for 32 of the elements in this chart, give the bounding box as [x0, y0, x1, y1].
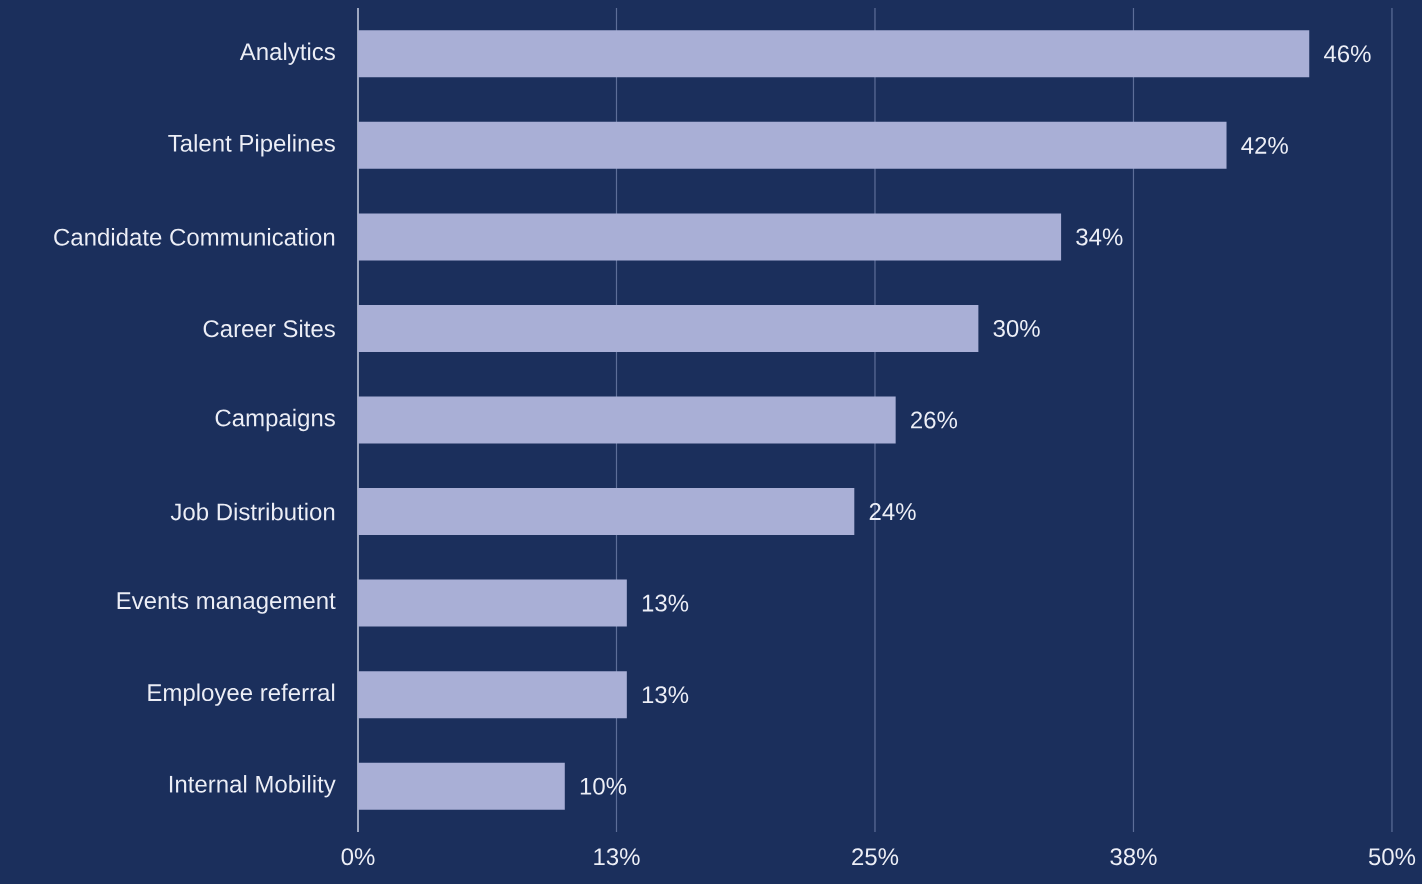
- bar: [358, 671, 627, 719]
- y-tick-label: Talent Pipelines: [168, 134, 335, 157]
- bar: [358, 488, 855, 536]
- bar: [358, 762, 565, 810]
- x-tick-label: 38%: [1110, 848, 1157, 866]
- x-tick-label: 13%: [594, 848, 640, 866]
- x-tick-label: 50%: [1368, 848, 1416, 866]
- bar: [358, 30, 1310, 78]
- data-label: 13%: [642, 686, 689, 704]
- y-tick-label: Job Distribution: [170, 502, 335, 521]
- y-tick-label: Career Sites: [203, 319, 335, 338]
- y-tick-label: Employee referral: [148, 683, 335, 706]
- y-tick-label: Candidate Communication: [54, 228, 335, 246]
- x-tick-label: 25%: [852, 848, 899, 866]
- data-label: 26%: [911, 411, 958, 429]
- data-label: 13%: [642, 594, 689, 612]
- data-label: 30%: [993, 319, 1040, 337]
- y-tick-label: Internal Mobility: [169, 775, 336, 798]
- bar: [358, 304, 979, 352]
- bar: [358, 121, 1227, 169]
- bar: [358, 396, 896, 444]
- bar: [358, 213, 1062, 261]
- x-tick-label: 0%: [341, 848, 375, 866]
- data-label: 46%: [1323, 45, 1371, 63]
- y-tick-label: Events management: [117, 592, 336, 614]
- bar: [358, 579, 627, 627]
- data-label: 10%: [580, 777, 627, 795]
- y-tick-label: Analytics: [239, 42, 335, 65]
- data-label: 34%: [1076, 228, 1123, 246]
- data-label: 42%: [1241, 136, 1288, 154]
- data-label: 24%: [869, 503, 916, 521]
- y-tick-label: Campaigns: [215, 408, 335, 432]
